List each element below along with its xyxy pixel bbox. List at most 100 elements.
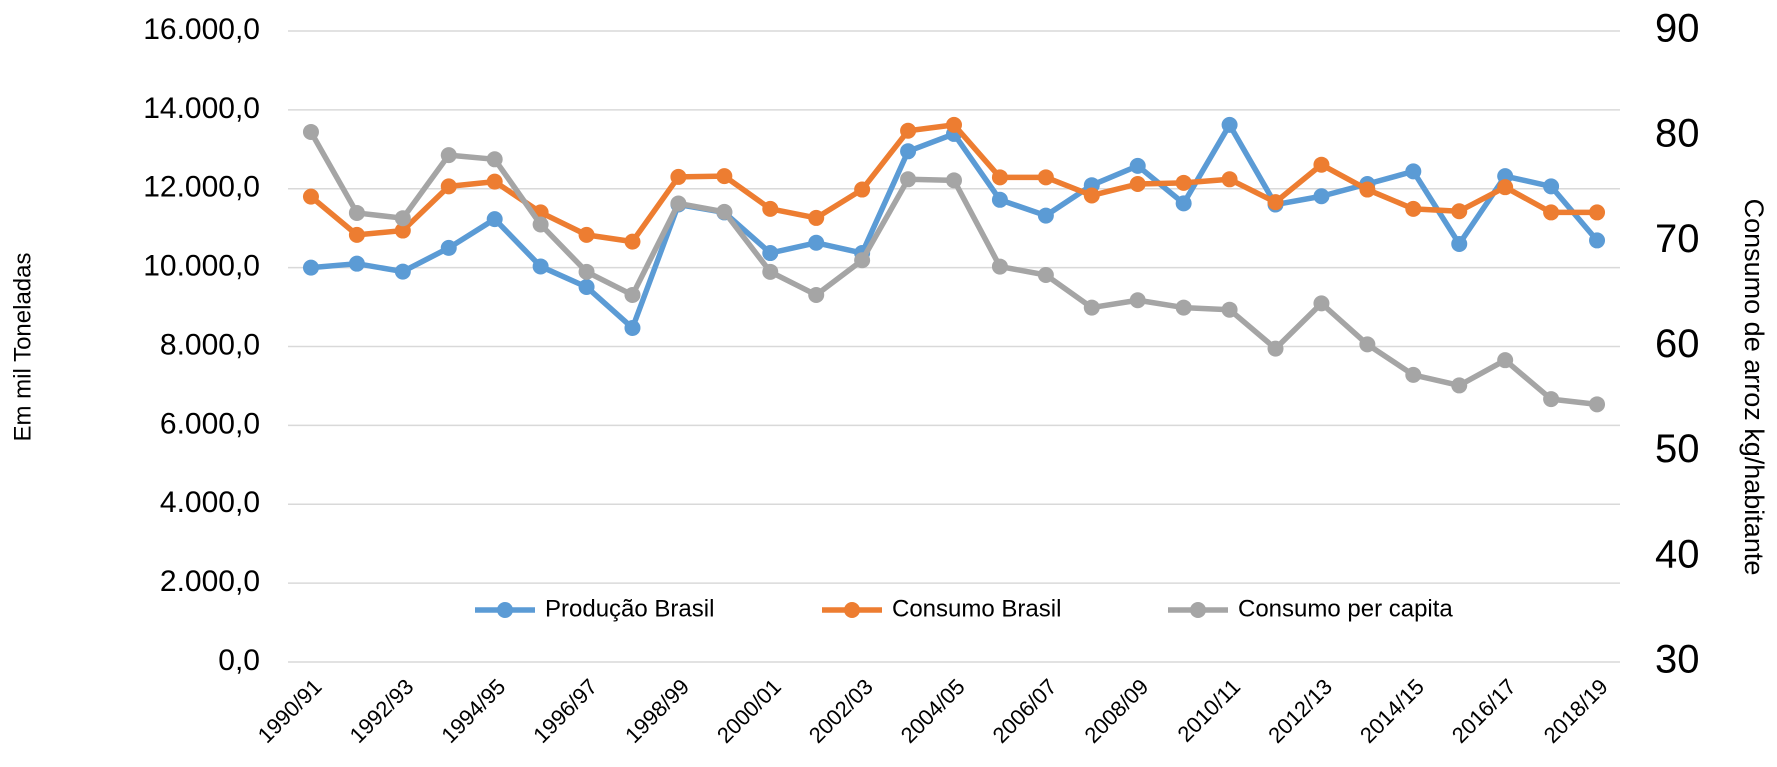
legend-marker xyxy=(1190,602,1206,618)
legend-marker xyxy=(844,602,860,618)
data-point xyxy=(302,123,319,140)
data-point xyxy=(1221,171,1238,188)
y-axis-title: Em mil Toneladas xyxy=(9,253,36,442)
data-point xyxy=(1405,366,1422,383)
y2-axis-title: Consumo de arroz kg/habitante xyxy=(1739,199,1769,576)
data-point xyxy=(348,204,365,221)
data-point xyxy=(1313,295,1330,312)
data-point xyxy=(578,226,595,243)
x-tick-label: 1994/95 xyxy=(436,674,510,748)
data-point xyxy=(670,195,687,212)
y2-tick-label: 60 xyxy=(1655,322,1700,366)
data-point xyxy=(762,263,779,280)
data-point xyxy=(1037,169,1054,186)
x-tick-label: 1992/93 xyxy=(345,674,419,748)
data-point xyxy=(1083,299,1100,316)
data-point xyxy=(1037,207,1054,224)
data-point xyxy=(1129,176,1146,193)
y2-tick-label: 90 xyxy=(1655,7,1700,51)
data-point xyxy=(1497,168,1514,185)
data-point xyxy=(716,168,733,185)
data-point xyxy=(440,147,457,164)
data-point xyxy=(1221,116,1238,133)
data-point xyxy=(1589,396,1606,413)
data-point xyxy=(1359,336,1376,353)
data-point xyxy=(946,172,962,189)
data-point xyxy=(1175,174,1192,191)
x-tick-label: 2002/03 xyxy=(804,674,878,748)
data-point xyxy=(900,122,917,139)
data-point xyxy=(486,173,503,190)
data-point xyxy=(808,209,825,226)
data-point xyxy=(578,263,595,280)
data-point xyxy=(624,233,641,250)
data-point xyxy=(991,191,1008,208)
x-tick-label: 2014/15 xyxy=(1355,674,1429,748)
data-point xyxy=(1221,301,1238,318)
data-point xyxy=(1129,292,1146,309)
data-point xyxy=(991,258,1008,275)
y2-tick-label: 70 xyxy=(1655,217,1700,261)
data-point xyxy=(1589,232,1606,249)
data-point xyxy=(946,116,962,133)
x-tick-label: 2010/11 xyxy=(1172,674,1245,747)
data-point xyxy=(1175,299,1192,316)
y-tick-label: 0,0 xyxy=(218,644,260,677)
x-tick-label: 2012/13 xyxy=(1263,674,1337,748)
data-point xyxy=(1451,203,1468,220)
y-tick-label: 8.000,0 xyxy=(160,328,260,361)
y-tick-label: 6.000,0 xyxy=(160,407,260,440)
data-point xyxy=(1313,156,1330,173)
y-tick-label: 10.000,0 xyxy=(143,250,260,283)
data-point xyxy=(1589,204,1606,221)
data-point xyxy=(670,168,687,185)
data-point xyxy=(532,258,549,275)
x-tick-label: 1996/97 xyxy=(528,674,602,748)
data-point xyxy=(302,259,319,276)
data-point xyxy=(716,203,733,220)
data-point xyxy=(1451,377,1468,394)
x-tick-label: 1990/91 xyxy=(253,674,327,748)
y2-tick-label: 50 xyxy=(1655,427,1700,471)
data-point xyxy=(1497,352,1514,369)
data-point xyxy=(1129,157,1146,174)
x-tick-label: 1998/99 xyxy=(620,674,694,748)
data-point xyxy=(1175,195,1192,212)
data-point xyxy=(1359,181,1376,198)
legend-label: Produção Brasil xyxy=(545,595,714,622)
y-tick-label: 4.000,0 xyxy=(160,486,260,519)
data-point xyxy=(532,216,549,233)
data-point xyxy=(900,143,917,160)
data-point xyxy=(1543,204,1560,221)
data-point xyxy=(1267,194,1284,211)
series-line xyxy=(310,122,1600,331)
y2-tick-label: 80 xyxy=(1655,112,1700,156)
x-tick-label: 2008/09 xyxy=(1079,674,1153,748)
data-point xyxy=(348,226,365,243)
data-point xyxy=(1267,340,1284,357)
legend-label: Consumo Brasil xyxy=(892,595,1061,622)
data-point xyxy=(394,222,411,239)
data-point xyxy=(302,188,319,205)
data-point xyxy=(1543,178,1560,195)
data-point xyxy=(900,171,917,188)
data-point xyxy=(486,211,503,228)
data-point xyxy=(854,181,871,198)
data-point xyxy=(394,210,411,227)
y2-tick-label: 40 xyxy=(1655,532,1700,576)
legend-marker xyxy=(497,602,513,618)
y-tick-label: 14.000,0 xyxy=(143,92,260,125)
data-point xyxy=(854,252,871,269)
data-point xyxy=(1405,163,1422,180)
x-tick-label: 2006/07 xyxy=(988,674,1062,748)
data-point xyxy=(1497,179,1514,196)
data-point xyxy=(1543,391,1560,408)
x-tick-label: 2018/19 xyxy=(1539,674,1613,748)
x-tick-label: 2016/17 xyxy=(1447,674,1521,748)
y-tick-label: 12.000,0 xyxy=(143,171,260,204)
data-point xyxy=(348,255,365,272)
data-point xyxy=(1405,200,1422,217)
data-point xyxy=(808,286,825,303)
data-point xyxy=(486,151,503,168)
